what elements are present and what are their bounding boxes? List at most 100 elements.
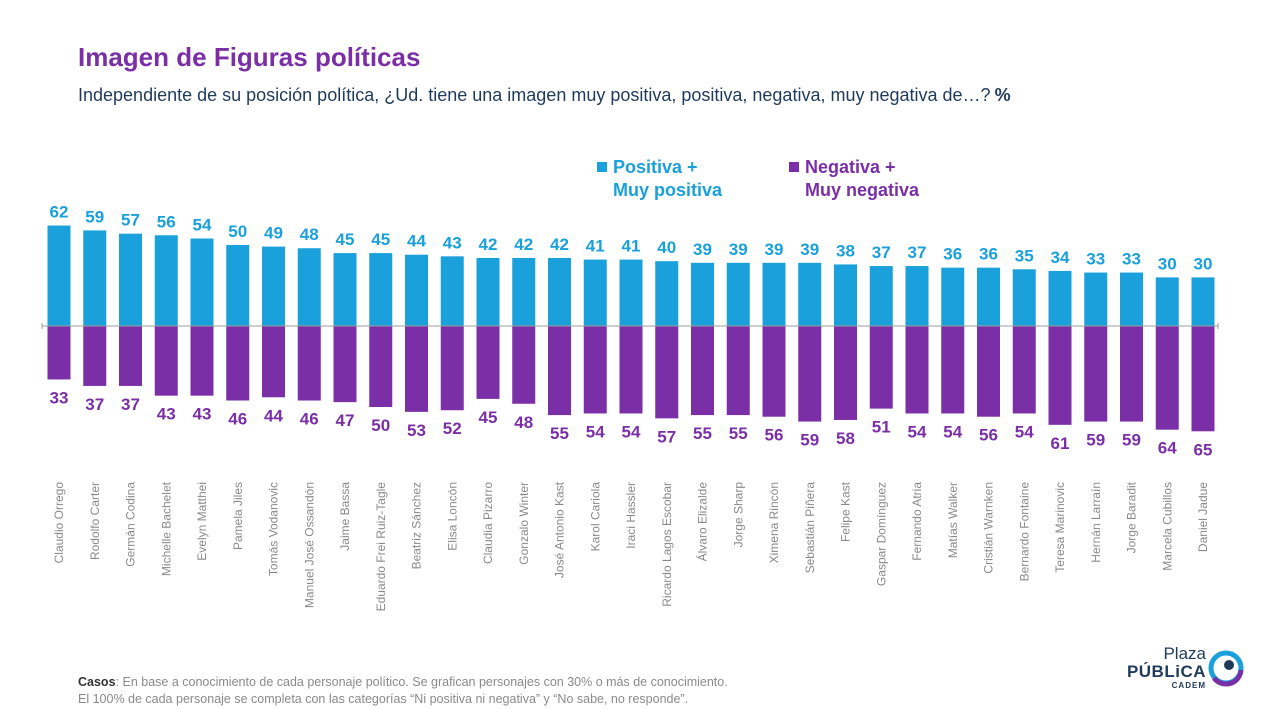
category-label: Ximena Rincón xyxy=(767,482,781,563)
negative-value-label: 44 xyxy=(264,406,283,425)
positive-value-label: 50 xyxy=(228,222,247,241)
negative-bar xyxy=(1155,326,1179,430)
negative-value-label: 54 xyxy=(908,422,927,441)
category-label: Beatriz Sánchez xyxy=(410,482,424,569)
negative-bar xyxy=(405,326,428,412)
positive-value-label: 40 xyxy=(657,238,676,257)
logo-line3: CADEM xyxy=(1171,681,1206,690)
positive-value-label: 36 xyxy=(979,245,998,264)
negative-bar xyxy=(1012,326,1036,414)
category-label: Manuel José Ossandón xyxy=(302,482,316,608)
category-label: Rodolfo Carter xyxy=(88,482,102,560)
positive-value-label: 37 xyxy=(908,243,927,262)
negative-value-label: 55 xyxy=(693,424,712,443)
positive-value-label: 41 xyxy=(622,237,641,256)
positive-value-label: 43 xyxy=(443,233,462,252)
negative-value-label: 57 xyxy=(657,427,676,446)
positive-bar xyxy=(262,246,285,326)
category-label: Hernán Larraín xyxy=(1089,482,1103,563)
positive-bar xyxy=(941,267,965,326)
negative-value-label: 48 xyxy=(514,413,533,432)
positive-value-label: 38 xyxy=(836,241,855,260)
footer-line1-text: : En base a conocimiento de cada persona… xyxy=(115,675,728,689)
negative-bar xyxy=(476,326,500,399)
positive-bar xyxy=(190,238,214,326)
negative-value-label: 59 xyxy=(1122,431,1141,450)
positive-bar xyxy=(512,257,536,326)
negative-value-label: 54 xyxy=(943,422,962,441)
legend-positive-line2: Muy positiva xyxy=(613,180,723,200)
negative-value-label: 47 xyxy=(336,411,355,430)
negative-value-label: 51 xyxy=(872,418,891,437)
negative-value-label: 33 xyxy=(50,388,69,407)
category-label: Daniel Jadue xyxy=(1196,482,1210,552)
positive-bar xyxy=(548,257,571,326)
negative-bar xyxy=(798,326,822,422)
positive-bar xyxy=(977,267,1000,326)
category-label: Cristián Warnken xyxy=(982,482,996,574)
positive-bar xyxy=(369,253,393,326)
negative-value-label: 43 xyxy=(193,405,212,424)
category-label: Fernando Atria xyxy=(910,482,924,561)
category-label: Michelle Bachelet xyxy=(159,481,173,576)
category-label: Pamela Jiles xyxy=(231,482,245,550)
logo-swirl-icon xyxy=(1208,650,1244,687)
negative-value-label: 56 xyxy=(765,426,784,445)
footer-line1: Casos: En base a conocimiento de cada pe… xyxy=(78,674,898,691)
negative-value-label: 54 xyxy=(622,422,641,441)
category-label: Ricardo Lagos Escobar xyxy=(660,482,674,607)
category-label: Gonzalo Winter xyxy=(517,482,531,565)
positive-bar xyxy=(798,262,822,326)
positive-bar xyxy=(405,254,428,326)
subtitle-text: Independiente de su posición política, ¿… xyxy=(78,85,991,105)
negative-value-label: 59 xyxy=(800,431,819,450)
positive-value-label: 30 xyxy=(1158,254,1177,273)
positive-bar xyxy=(154,235,178,326)
negative-bar xyxy=(154,326,178,396)
negative-bar xyxy=(440,326,464,411)
negative-bar xyxy=(726,326,750,416)
category-label: Tomás Vodanovic xyxy=(267,482,281,576)
negative-bar xyxy=(1120,326,1143,422)
brand-logo: Plaza PÚBLiCA CADEM xyxy=(1120,644,1250,694)
negative-value-label: 50 xyxy=(371,416,390,435)
category-label: Matías Walker xyxy=(946,482,960,558)
legend-positive-swatch xyxy=(597,162,607,172)
negative-bar xyxy=(905,326,929,414)
positive-bar xyxy=(226,245,250,326)
logo-line2: PÚBLiCA xyxy=(1126,662,1206,681)
page-subtitle: Independiente de su posición política, ¿… xyxy=(78,85,1011,106)
positive-bar xyxy=(1084,272,1108,326)
category-label: Jaime Bassa xyxy=(338,482,352,551)
negative-value-label: 55 xyxy=(729,424,748,443)
positive-value-label: 30 xyxy=(1194,254,1213,273)
positive-bar xyxy=(333,253,357,326)
category-label: José Antonio Kast xyxy=(553,481,567,578)
positive-bar xyxy=(1191,277,1215,326)
positive-value-label: 54 xyxy=(193,216,212,235)
negative-value-label: 64 xyxy=(1158,439,1177,458)
negative-bar xyxy=(297,326,321,401)
positive-bar xyxy=(762,262,786,326)
legend-positive-line1: Positiva + xyxy=(613,157,698,177)
category-label: Eduardo Frei Ruiz-Tagle xyxy=(374,482,388,612)
legend-negative-swatch xyxy=(789,162,799,172)
category-label: Claudia Pizarro xyxy=(481,482,495,564)
category-label: Germán Codina xyxy=(124,482,138,567)
positive-bar xyxy=(83,230,107,326)
negative-bar xyxy=(619,326,643,414)
positive-value-label: 49 xyxy=(264,224,283,243)
negative-bar xyxy=(655,326,679,419)
positive-bar xyxy=(869,266,893,326)
negative-value-label: 43 xyxy=(157,405,176,424)
positive-bar xyxy=(1012,269,1036,326)
negative-value-label: 37 xyxy=(85,395,104,414)
positive-value-label: 45 xyxy=(336,230,355,249)
negative-bar xyxy=(190,326,214,396)
negative-bar xyxy=(548,326,571,416)
footer-line2: El 100% de cada personaje se completa co… xyxy=(78,692,689,706)
category-label: Álvaro Elizalde xyxy=(695,482,710,562)
category-label: Jorge Baradit xyxy=(1125,481,1139,553)
negative-bar xyxy=(977,326,1000,417)
negative-bar xyxy=(691,326,714,416)
